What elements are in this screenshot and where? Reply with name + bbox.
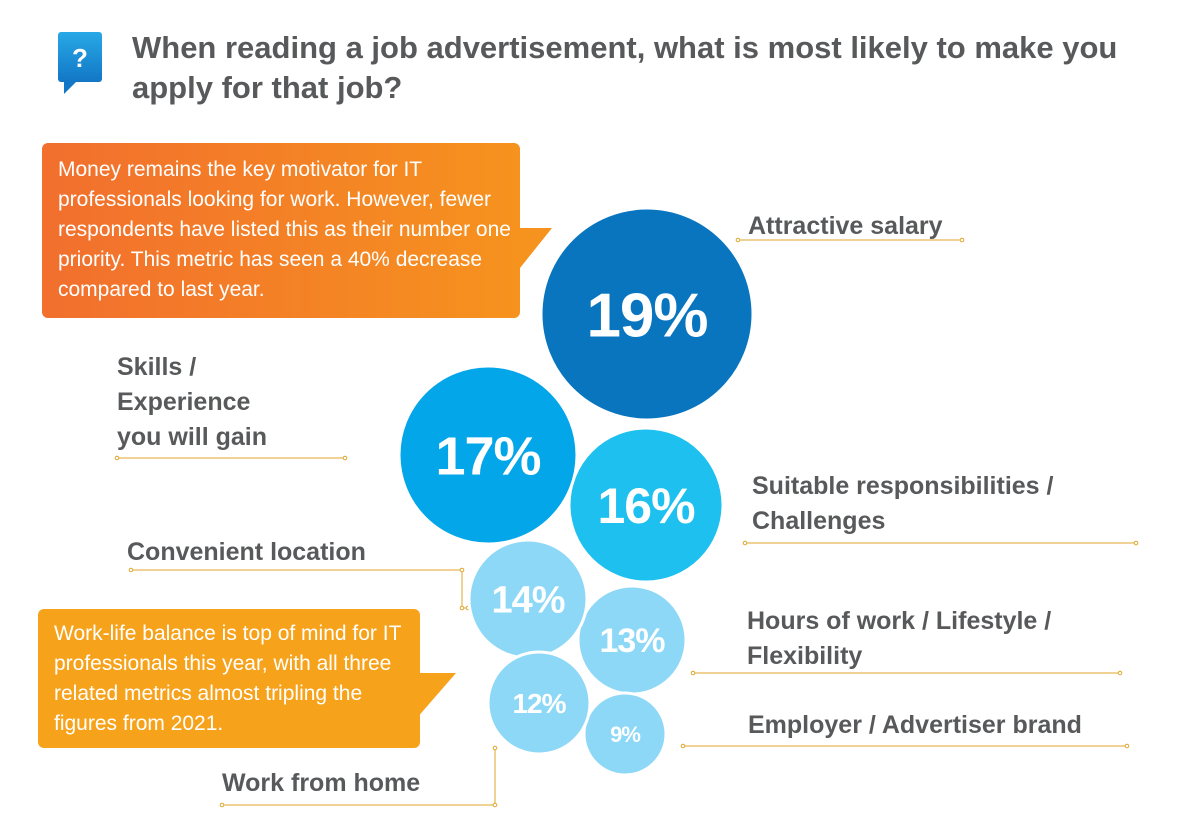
callout-pointer: [416, 673, 456, 719]
leader-line-end: [492, 745, 498, 751]
category-label-line: Hours of work / Lifestyle /: [747, 607, 1052, 635]
category-label-line: Work from home: [222, 769, 421, 797]
leader-line-end: [1117, 670, 1123, 676]
leader-line-end: [1124, 743, 1130, 749]
leader-line-end: [219, 802, 225, 808]
bubble-value-label: 14%: [491, 580, 564, 622]
leader-line-end: [735, 237, 741, 243]
bubble-2: [397, 364, 579, 546]
bubble-value-label: 19%: [586, 281, 707, 350]
category-label: Skills / Experience you will gain: [117, 350, 267, 455]
leader-line-end: [690, 670, 696, 676]
leader-line: [131, 569, 468, 609]
chart-title: When reading a job advertisement, what i…: [132, 30, 1118, 105]
category-label: Employer / Advertiser brand: [748, 708, 1082, 743]
leader-line-end: [742, 540, 748, 546]
leader-line-end: [459, 567, 465, 573]
leader-line-end: [1133, 540, 1139, 546]
bubble-value-label: 17%: [435, 426, 540, 486]
bubble-value-label: 9%: [610, 722, 640, 747]
bubble-7: [582, 691, 668, 777]
bubble-6: [486, 650, 592, 756]
callout-pointer: [516, 228, 552, 273]
leader-line-end: [114, 455, 120, 461]
question-speech-bubble-icon: ?: [58, 32, 102, 94]
leader-line-end: [492, 802, 498, 808]
work-life-callout-text: Work-life balance is top of mind for IT …: [38, 609, 420, 748]
category-label-line: Experience: [117, 388, 251, 416]
category-label-line: Challenges: [752, 507, 886, 535]
category-label-line: you will gain: [117, 423, 268, 451]
category-label: Convenient location: [127, 535, 366, 570]
svg-text:?: ?: [72, 43, 88, 73]
bubble-value-label: 13%: [599, 622, 665, 660]
bubble-value-label: 12%: [512, 688, 566, 719]
category-label: Attractive salary: [748, 209, 943, 244]
leader-line-end: [342, 455, 348, 461]
leader-line-end: [128, 567, 134, 573]
salary-callout-text: Money remains the key motivator for IT p…: [42, 143, 520, 318]
category-label: Hours of work / Lifestyle / Flexibility: [747, 604, 1051, 674]
bubble-value-label: 16%: [597, 478, 695, 534]
category-label: Work from home: [222, 766, 420, 801]
category-label-line: Suitable responsibilities /: [752, 472, 1054, 500]
category-label-line: Flexibility: [747, 642, 863, 670]
leader-line-end: [680, 743, 686, 749]
category-label: Suitable responsibilities / Challenges: [752, 469, 1053, 539]
bubble-1: [539, 206, 755, 422]
category-label-line: Skills /: [117, 353, 197, 381]
category-label-line: Employer / Advertiser brand: [748, 711, 1082, 739]
category-label-line: Attractive salary: [748, 212, 943, 240]
bubble-3: [567, 426, 725, 584]
leader-line-end: [459, 605, 465, 611]
leader-line-end: [959, 237, 965, 243]
category-label-line: Convenient location: [127, 538, 366, 566]
